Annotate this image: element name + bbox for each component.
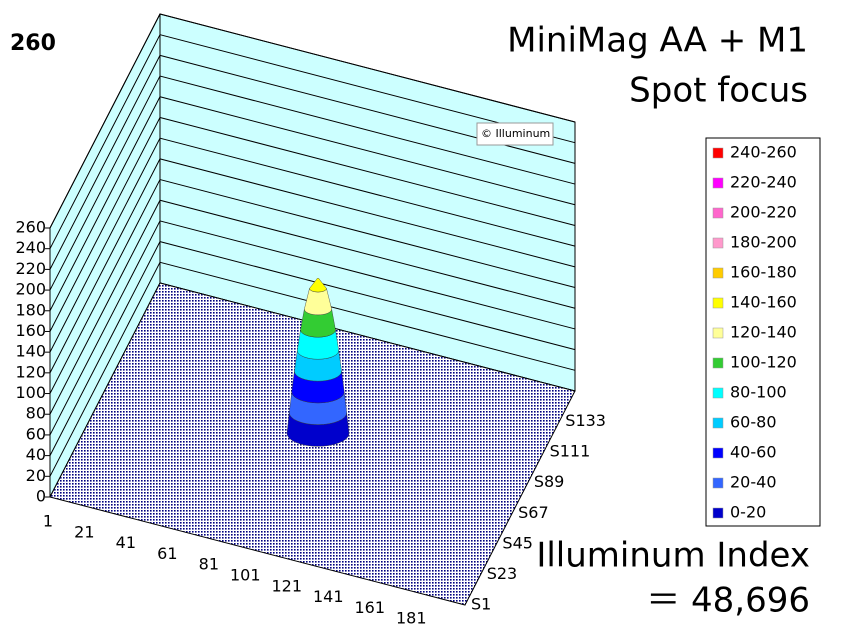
legend-label: 40-60 bbox=[730, 443, 777, 462]
legend-label: 100-120 bbox=[730, 353, 797, 372]
legend-label: 0-20 bbox=[730, 503, 766, 522]
legend-swatch bbox=[712, 207, 724, 219]
watermark: © Illuminum bbox=[481, 127, 550, 140]
legend-label: 140-160 bbox=[730, 293, 797, 312]
x-tick-label: 41 bbox=[116, 533, 136, 552]
grid-line bbox=[49, 75, 576, 291]
y-tick-label: S111 bbox=[550, 442, 591, 461]
grid-line bbox=[49, 199, 576, 415]
z-tick-label: 240 bbox=[15, 238, 46, 257]
legend-swatch bbox=[712, 357, 724, 369]
y-tick-label: S133 bbox=[565, 411, 606, 430]
grid-line bbox=[49, 34, 576, 249]
z-tick-label: 100 bbox=[15, 383, 46, 402]
z-tick-label: 220 bbox=[15, 259, 46, 278]
z-tick-label: 180 bbox=[15, 300, 46, 319]
plot-area: 0204060801001201401601802002202402601214… bbox=[15, 13, 606, 628]
legend-swatch bbox=[712, 297, 724, 309]
legend-swatch bbox=[712, 417, 724, 429]
legend-box bbox=[705, 137, 821, 527]
legend-swatch bbox=[712, 387, 724, 399]
legend-swatch bbox=[712, 267, 724, 279]
y-tick-label: S45 bbox=[502, 533, 533, 552]
x-tick-label: 21 bbox=[74, 522, 94, 541]
z-tick-label: 120 bbox=[15, 362, 46, 381]
legend-label: 60-80 bbox=[730, 413, 777, 432]
z-tick-label: 40 bbox=[26, 445, 46, 464]
grid-line bbox=[49, 54, 576, 270]
grid-line bbox=[49, 178, 576, 394]
z-tick-label: 260 bbox=[15, 218, 46, 237]
chart-subtitle: Spot focus bbox=[629, 71, 808, 111]
z-tick-label: 80 bbox=[26, 404, 46, 423]
x-tick-label: 81 bbox=[199, 555, 219, 574]
legend-swatch bbox=[712, 507, 724, 519]
x-tick-label: 181 bbox=[396, 609, 427, 628]
z-tick-label: 60 bbox=[26, 424, 46, 443]
z-tick-label: 20 bbox=[26, 466, 46, 485]
x-tick-label: 61 bbox=[157, 544, 177, 563]
legend-swatch bbox=[712, 447, 724, 459]
legend-label: 220-240 bbox=[730, 173, 797, 192]
grid-line bbox=[49, 137, 576, 353]
legend-label: 160-180 bbox=[730, 263, 797, 282]
legend-swatch bbox=[712, 237, 724, 249]
y-tick-label: S67 bbox=[518, 503, 549, 522]
index-value: ＝ 48,696 bbox=[646, 581, 810, 621]
z-tick-label: 0 bbox=[36, 487, 46, 506]
y-tick-label: S23 bbox=[487, 564, 518, 583]
legend-label: 200-220 bbox=[730, 203, 797, 222]
chart-title: MiniMag AA + M1 bbox=[507, 21, 808, 61]
grid-line bbox=[49, 116, 576, 332]
legend-swatch bbox=[712, 477, 724, 489]
grid-line bbox=[49, 241, 576, 456]
grid-line bbox=[49, 261, 576, 477]
x-tick-label: 121 bbox=[271, 576, 302, 595]
legend-swatch bbox=[712, 327, 724, 339]
legend-swatch bbox=[712, 177, 724, 189]
grid-line bbox=[49, 96, 576, 311]
legend-label: 80-100 bbox=[730, 383, 787, 402]
legend-label: 180-200 bbox=[730, 233, 797, 252]
z-tick-label: 200 bbox=[15, 280, 46, 299]
x-tick-label: 161 bbox=[354, 598, 385, 617]
x-tick-label: 141 bbox=[313, 587, 344, 606]
x-tick-label: 101 bbox=[230, 566, 261, 585]
watermark-box bbox=[476, 122, 554, 146]
grid-line bbox=[49, 158, 576, 374]
y-tick-label: S89 bbox=[534, 472, 565, 491]
legend-label: 240-260 bbox=[730, 143, 797, 162]
y-tick-label: S1 bbox=[471, 595, 491, 614]
corner-label: 260 bbox=[10, 31, 56, 56]
grid-line bbox=[49, 220, 576, 436]
legend-label: 20-40 bbox=[730, 473, 777, 492]
grid-line bbox=[49, 13, 576, 229]
legend: 240-260 220-240 200-220 180-200 160-180 140-1… bbox=[712, 143, 797, 522]
index-label: Illuminum Index bbox=[536, 536, 810, 576]
z-tick-label: 160 bbox=[15, 321, 46, 340]
peak-band bbox=[304, 288, 332, 316]
peak-band bbox=[309, 277, 327, 293]
z-tick-label: 140 bbox=[15, 342, 46, 361]
legend-swatch bbox=[712, 147, 724, 159]
x-tick-label: 1 bbox=[43, 512, 53, 531]
legend-label: 120-140 bbox=[730, 323, 797, 342]
